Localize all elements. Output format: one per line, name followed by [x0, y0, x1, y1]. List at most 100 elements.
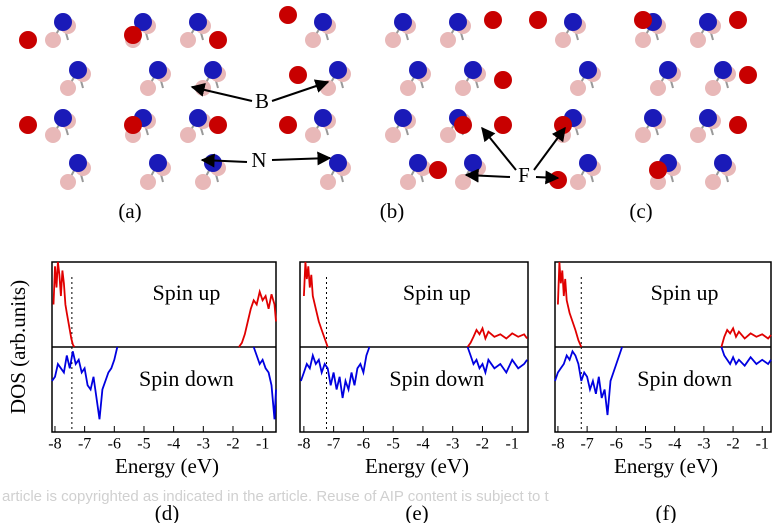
boron-atom [635, 127, 651, 143]
fluorine-atom [494, 71, 512, 89]
boron-atom [45, 32, 61, 48]
dos-line [54, 262, 75, 347]
boron-atom [385, 127, 401, 143]
x-tick-label: -7 [580, 436, 593, 453]
dos-line [721, 328, 771, 347]
x-tick-label: -6 [357, 436, 370, 453]
boron-atom [60, 80, 76, 96]
fluorine-atom [279, 6, 297, 24]
nitrogen-atom [314, 13, 332, 31]
boron-atom [400, 174, 416, 190]
series-label: Spin up [403, 280, 471, 305]
nitrogen-atom [644, 109, 662, 127]
fluorine-atom [729, 116, 747, 134]
boron-atom [195, 174, 211, 190]
fluorine-atom [124, 26, 142, 44]
boron-atom [385, 32, 401, 48]
x-tick-label: -2 [476, 436, 489, 453]
panel-label: (b) [380, 199, 405, 223]
nitrogen-atom [464, 61, 482, 79]
boron-atom [305, 127, 321, 143]
nitrogen-atom [54, 109, 72, 127]
boron-atom [140, 174, 156, 190]
nitrogen-atom [564, 13, 582, 31]
boron-atom [455, 174, 471, 190]
x-tick-label: -6 [610, 436, 623, 453]
boron-atom [440, 127, 456, 143]
nitrogen-atom [204, 154, 222, 172]
nitrogen-atom [69, 154, 87, 172]
boron-atom [180, 32, 196, 48]
x-tick-label: -8 [297, 436, 310, 453]
dos-line [304, 262, 328, 347]
nitrogen-atom [189, 109, 207, 127]
fluorine-atom [549, 171, 567, 189]
x-axis-title: Energy (eV) [614, 454, 718, 478]
series-label: Spin down [637, 366, 732, 391]
nitrogen-atom [314, 109, 332, 127]
x-tick-label: -5 [137, 436, 150, 453]
fluorine-atom [289, 66, 307, 84]
fluorine-atom [279, 116, 297, 134]
x-tick-label: -4 [416, 436, 429, 453]
boron-atom [440, 32, 456, 48]
nitrogen-atom [409, 154, 427, 172]
nitrogen-atom [659, 61, 677, 79]
panel-label: (d) [155, 501, 180, 523]
nitrogen-atom [714, 154, 732, 172]
x-tick-label: -3 [197, 436, 210, 453]
series-label: Spin down [139, 366, 234, 391]
fluorine-atom [729, 11, 747, 29]
panel-label: (e) [405, 501, 428, 523]
atom-label: F [518, 163, 530, 187]
x-tick-label: -5 [639, 436, 652, 453]
nitrogen-atom [69, 61, 87, 79]
nitrogen-atom [579, 61, 597, 79]
fluorine-atom [19, 116, 37, 134]
boron-atom [570, 80, 586, 96]
structures [19, 6, 757, 190]
boron-atom [690, 32, 706, 48]
boron-atom [60, 174, 76, 190]
boron-atom [555, 32, 571, 48]
boron-atom [570, 174, 586, 190]
nitrogen-atom [394, 13, 412, 31]
nitrogen-atom [149, 61, 167, 79]
x-tick-label: -2 [226, 436, 239, 453]
x-tick-label: -3 [697, 436, 710, 453]
fluorine-atom [209, 31, 227, 49]
x-tick-label: -7 [78, 436, 91, 453]
dos-line [254, 347, 276, 419]
fluorine-atom [454, 116, 472, 134]
boron-atom [180, 127, 196, 143]
fluorine-atom [494, 116, 512, 134]
dos-line [721, 347, 771, 366]
boron-atom [400, 80, 416, 96]
x-tick-label: -6 [108, 436, 121, 453]
nitrogen-atom [409, 61, 427, 79]
panel-label: (a) [118, 199, 141, 223]
boron-atom [650, 80, 666, 96]
boron-atom [705, 174, 721, 190]
series-label: Spin down [389, 366, 484, 391]
nitrogen-atom [699, 13, 717, 31]
nitrogen-atom [394, 109, 412, 127]
fluorine-atom [739, 66, 757, 84]
boron-atom [305, 32, 321, 48]
boron-atom [455, 80, 471, 96]
fluorine-atom [429, 161, 447, 179]
nitrogen-atom [579, 154, 597, 172]
nitrogen-atom [204, 61, 222, 79]
fluorine-atom [634, 11, 652, 29]
fluorine-atom [649, 161, 667, 179]
x-axis-title: Energy (eV) [115, 454, 219, 478]
atom-label: B [255, 89, 269, 113]
series-label: Spin up [152, 280, 220, 305]
boron-atom [45, 127, 61, 143]
nitrogen-atom [329, 61, 347, 79]
figure: article is copyrighted as indicated in t… [0, 0, 772, 523]
boron-atom [635, 32, 651, 48]
x-tick-label: -8 [48, 436, 61, 453]
dos-line [468, 328, 527, 347]
panel-label: (c) [629, 199, 652, 223]
